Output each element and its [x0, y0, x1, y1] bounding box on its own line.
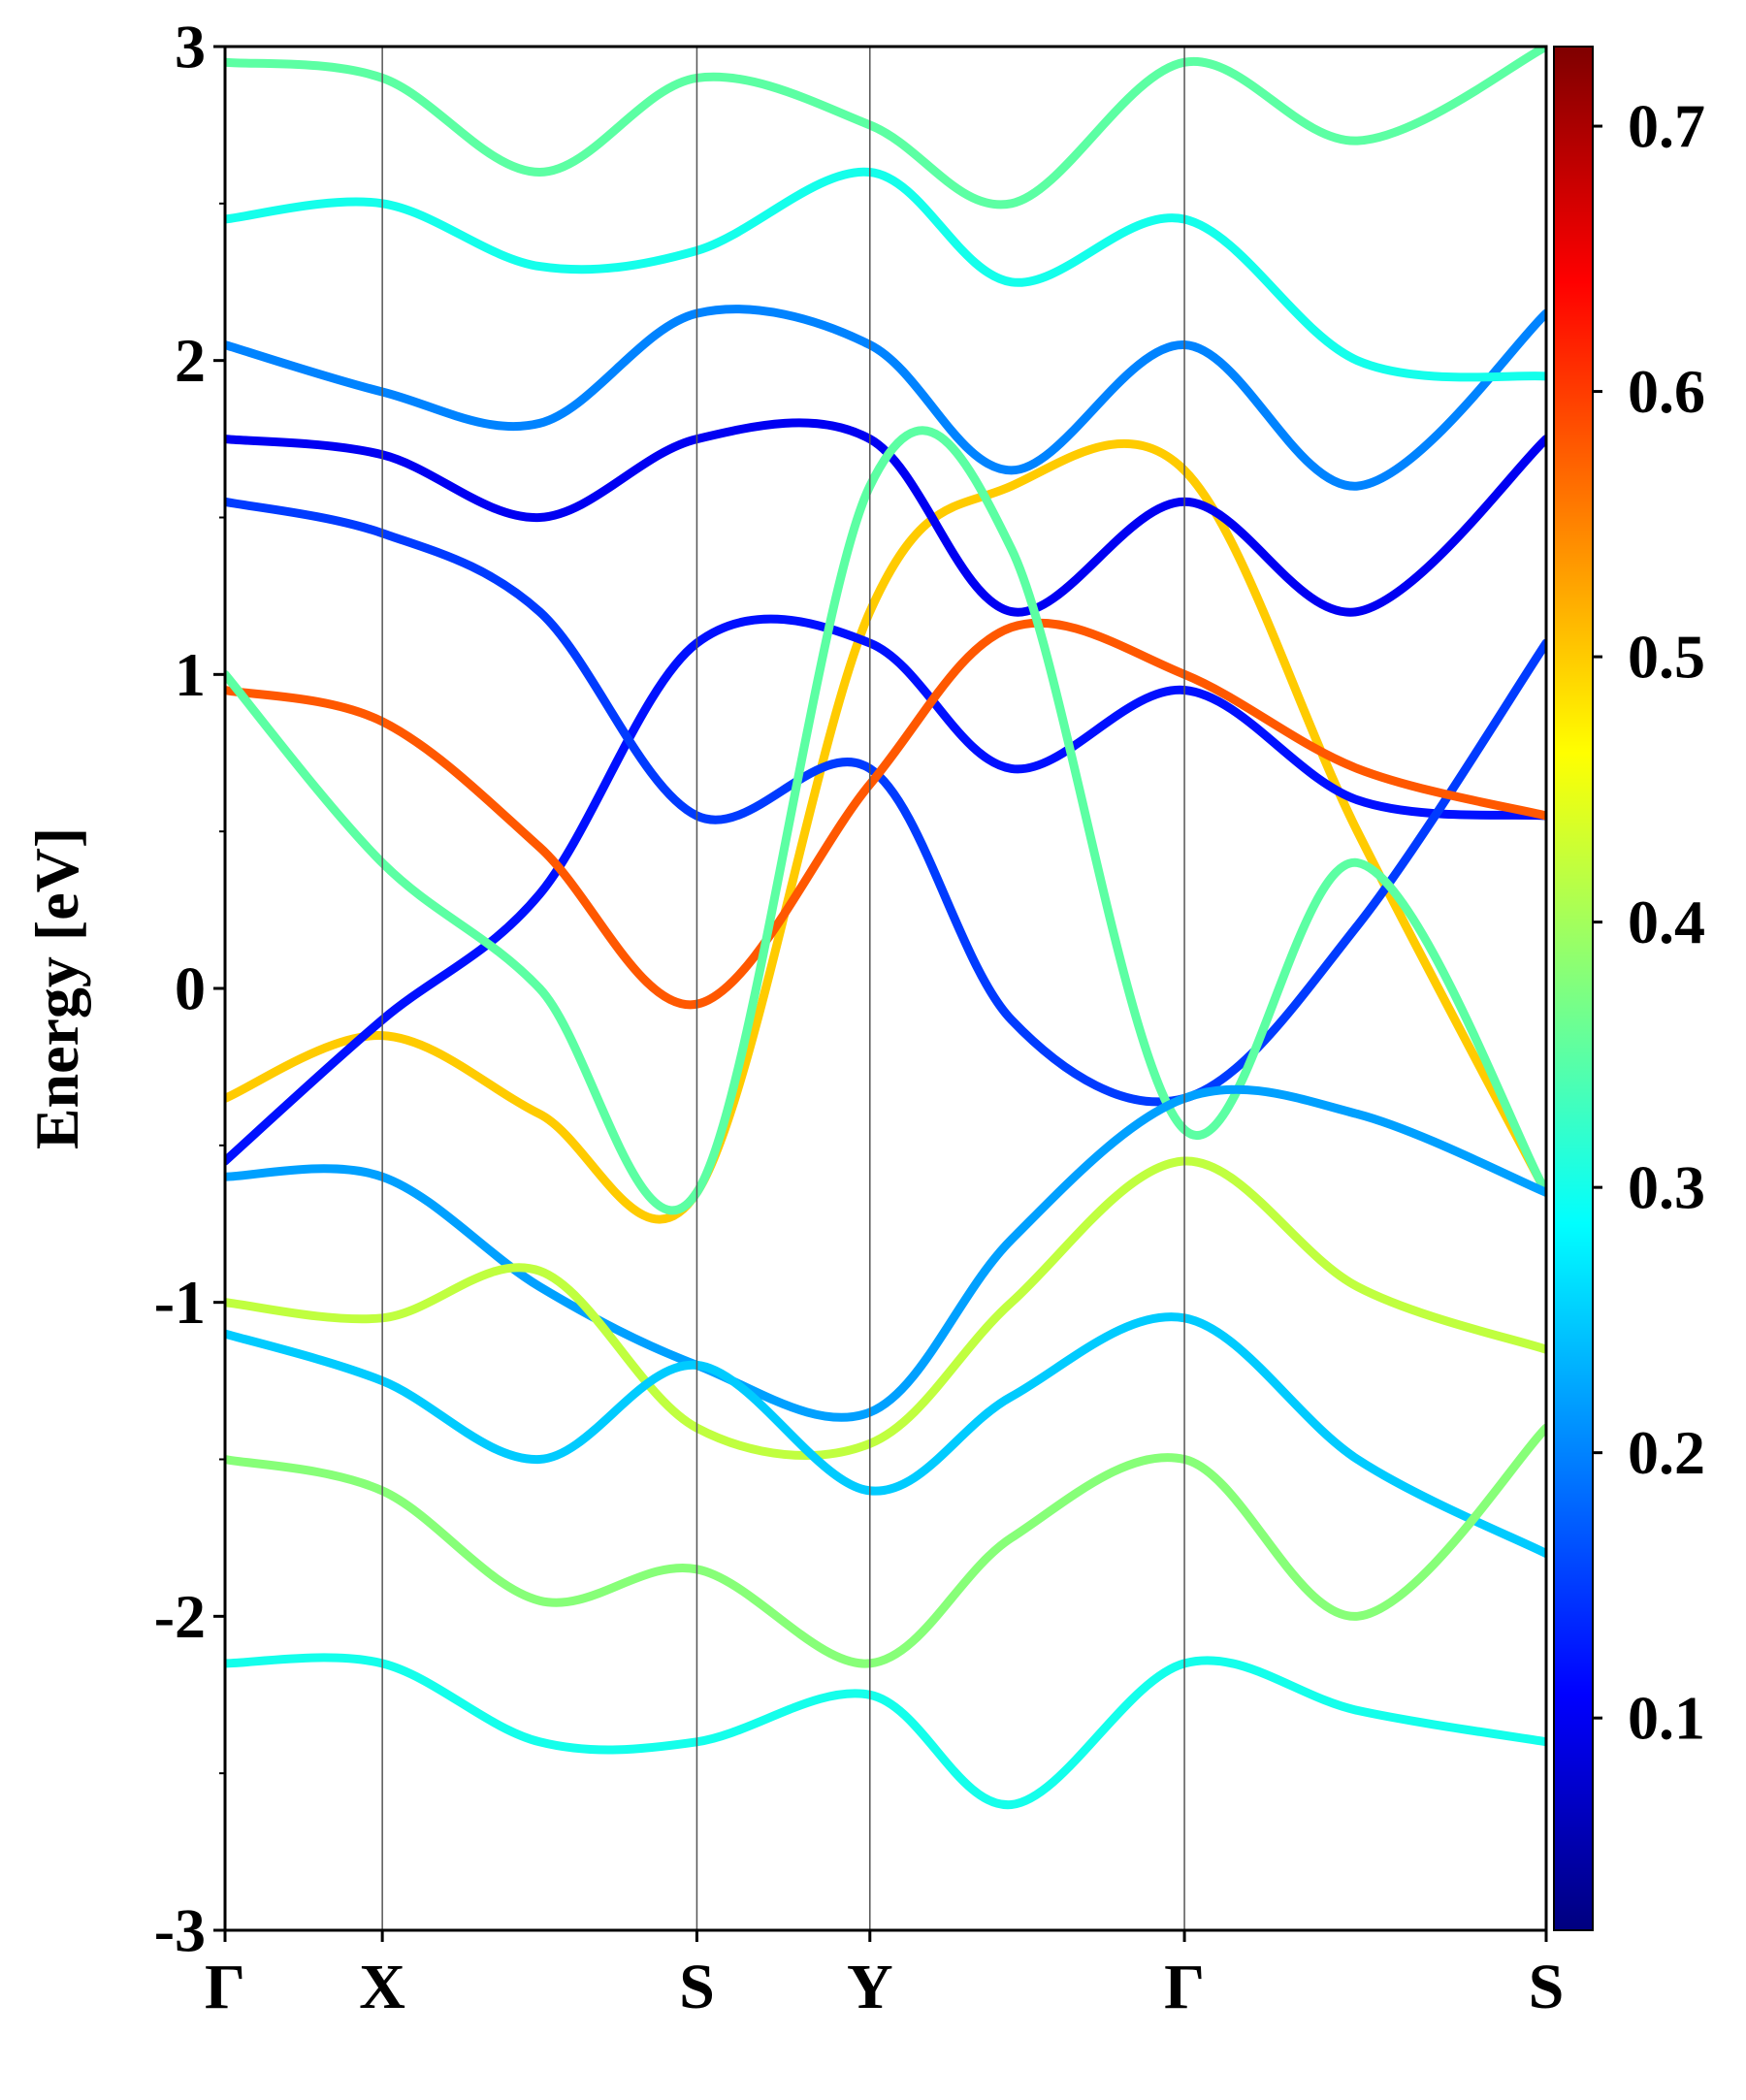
x-tick-label-4: Γ: [1164, 1952, 1205, 2022]
y-tick-label-2: -1: [154, 1268, 206, 1337]
band-line-10: [225, 1423, 1546, 1668]
colorbar-tick-label-4: 0.5: [1628, 623, 1705, 692]
y-axis: -3 -2 -1 0 1 2 3: [154, 13, 225, 1965]
band-lines: [225, 47, 1546, 1810]
colorbar-tick-label-3: 0.4: [1628, 888, 1705, 956]
colorbar: 0.1 0.2 0.3 0.4 0.5 0.6 0.7: [1553, 46, 1705, 1931]
band-line-14: [225, 47, 1546, 210]
colorbar-tick-label-1: 0.2: [1628, 1418, 1705, 1487]
band-line-13: [225, 167, 1546, 382]
colorbar-ticks: 0.1 0.2 0.3 0.4 0.5 0.6 0.7: [1593, 92, 1705, 1753]
band-line-7: [225, 1084, 1546, 1422]
band-line-3: [225, 497, 1546, 1107]
x-tick-label-0: Γ: [205, 1952, 245, 2022]
band-line-4: [225, 418, 1546, 617]
band-line-2: [225, 614, 1546, 1166]
y-tick-label-1: -2: [154, 1582, 206, 1651]
x-tick-label-3: Y: [847, 1952, 893, 2022]
band-line-1: [225, 439, 1546, 1224]
band-line-11: [225, 1653, 1546, 1810]
band-line-5: [225, 618, 1546, 1010]
colorbar-tick-label-6: 0.7: [1628, 92, 1705, 161]
x-tick-label-5: S: [1529, 1952, 1565, 2022]
y-tick-label-4: 1: [175, 640, 206, 709]
y-tick-label-0: -3: [154, 1896, 206, 1965]
colorbar-tick-label-5: 0.6: [1628, 357, 1705, 426]
plot-area: [223, 45, 1548, 1932]
y-tick-label-5: 2: [175, 326, 206, 395]
x-tick-label-1: X: [359, 1952, 405, 2022]
band-line-8: [225, 1156, 1546, 1460]
colorbar-tick-label-2: 0.3: [1628, 1153, 1705, 1222]
y-tick-label-3: 0: [175, 954, 206, 1023]
colorbar-tick-label-0: 0.1: [1628, 1684, 1705, 1753]
y-axis-label: Energy [eV]: [22, 827, 91, 1149]
band-line-6: [225, 426, 1546, 1215]
y-tick-label-6: 3: [175, 13, 206, 81]
band-line-12: [225, 305, 1546, 491]
x-tick-label-2: S: [679, 1952, 715, 2022]
high-symmetry-lines: [381, 47, 1185, 1930]
colorbar-gradient: [1553, 46, 1594, 1931]
